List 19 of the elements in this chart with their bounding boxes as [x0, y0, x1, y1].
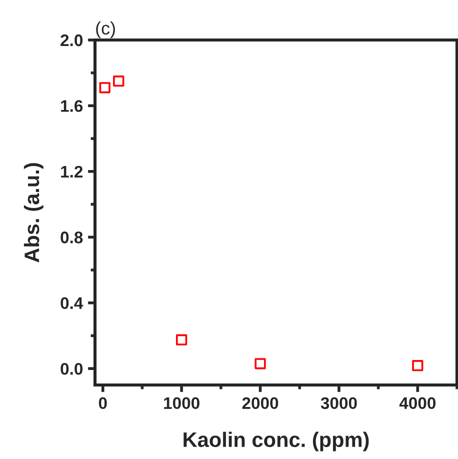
x-tick-label: 1000	[164, 397, 200, 410]
y-tick-label: 0.4	[60, 297, 84, 310]
y-tick-label: 1.2	[61, 166, 83, 178]
point	[176, 334, 188, 346]
x-tick-label: 0	[98, 397, 107, 410]
x-axis-title: Kaolin conc. (ppm)	[184, 432, 369, 452]
y-axis-title: Abs. (a.u.)	[24, 163, 44, 262]
y-tick-label: 2.0	[60, 34, 83, 46]
point	[412, 360, 424, 372]
point	[113, 76, 124, 87]
x-tick-label: 3000	[320, 397, 357, 410]
point	[254, 358, 266, 370]
x-tick-label: 4000	[399, 397, 436, 410]
x-tick-label: 2000	[242, 397, 278, 410]
y-tick-label: 0.8	[60, 232, 83, 244]
y-tick-label: 0.0	[60, 362, 83, 375]
y-tick-label: 1.6	[61, 100, 83, 112]
point	[99, 82, 110, 94]
chart-title: (c)	[96, 21, 115, 38]
